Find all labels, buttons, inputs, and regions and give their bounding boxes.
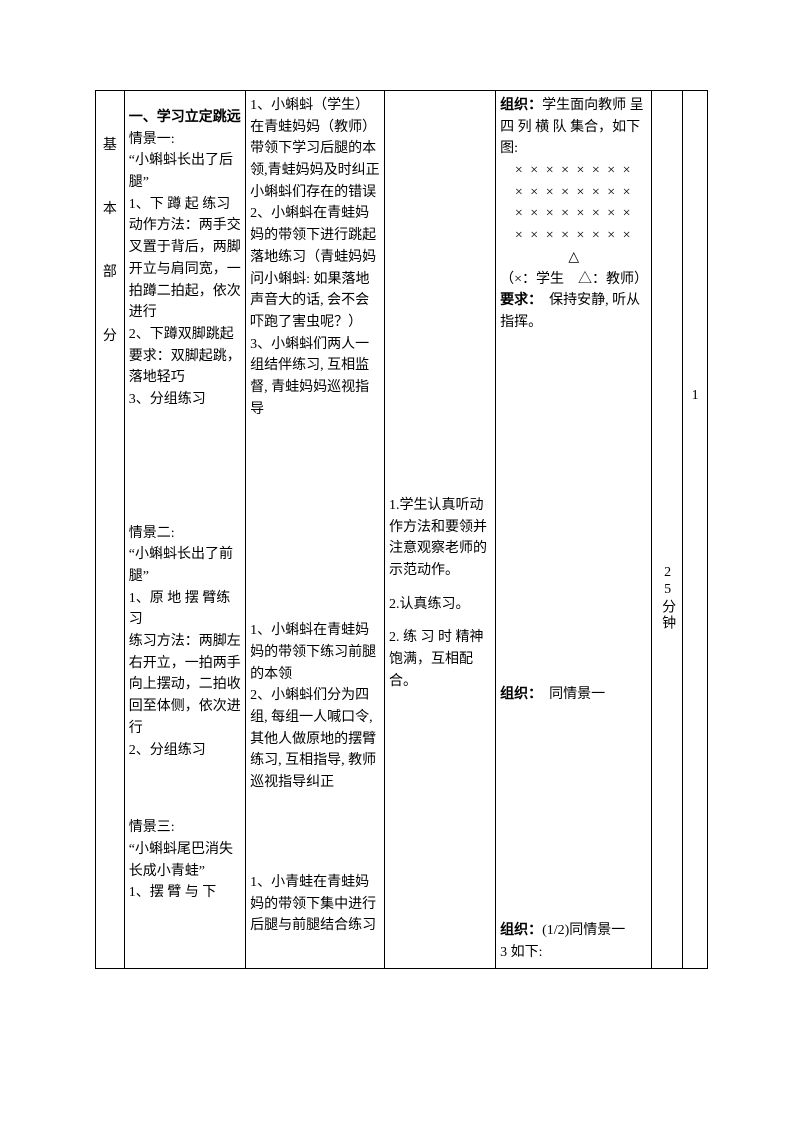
scene3-quote: “小蝌蚪尾巴消失长成小青蛙”	[129, 839, 241, 882]
req-label: 要求：	[129, 349, 171, 364]
org3-label: 组织：	[500, 923, 542, 938]
org1-label: 组织：	[500, 98, 542, 113]
t-s1-p2: 2、小蝌蚪在青蛙妈妈的带领下进行跳起落地练习（青蛙妈妈问小蝌蚪: 如果落地声音大…	[250, 203, 380, 333]
lesson-plan-table: 基 本 部 分 一、学习立定跳远 情景一: “小蝌蚪长出了后腿” 1、下 蹲 起…	[95, 90, 708, 969]
formation-legend: （×：学生 △：教师）	[500, 269, 647, 291]
stu-p2: 2.认真练习。	[389, 594, 491, 616]
formation-row: × × × × × × × ×	[500, 225, 647, 247]
stu-p3: 2. 练 习 时 精神饱满，互相配合。	[389, 627, 491, 692]
method-label: 动作方法：	[129, 218, 199, 233]
t-s2-p2: 2、小蝌蚪们分为四组, 每组一人喊口令, 其他人做原地的摆臂练习, 互相指导, …	[250, 685, 380, 793]
scene1-item3: 3、分组练习	[129, 389, 241, 411]
section-label: 基 本 部 分	[100, 95, 120, 390]
org3-line2: 3 如下:	[500, 942, 647, 964]
time-cell: 25分钟	[652, 91, 683, 969]
section-char: 分	[103, 326, 117, 348]
scene1-prefix: 情景一:	[129, 129, 241, 151]
method-text: 两手交叉置于背后，两脚开立与肩同宽，一拍蹲二拍起，依次进行	[129, 218, 241, 320]
org2-label: 组织：	[500, 687, 535, 702]
scene3-prefix: 情景三:	[129, 817, 241, 839]
content-cell: 一、学习立定跳远 情景一: “小蝌蚪长出了后腿” 1、下 蹲 起 练习 动作方法…	[124, 91, 245, 969]
scene2-item1: 1、原 地 摆 臂练习	[129, 588, 241, 631]
req1-label: 要求：	[500, 293, 535, 308]
org3-text: (1/2)同情景一	[542, 923, 625, 938]
main-heading: 一、学习立定跳远	[129, 107, 241, 129]
scene1-item2: 2、下蹲双脚跳起	[129, 324, 241, 346]
t-s3-p1: 1、小青蛙在青蛙妈妈的带领下集中进行后腿与前腿结合练习	[250, 872, 380, 937]
scene1-item1: 1、下 蹲 起 练习	[129, 194, 241, 216]
section-char: 本	[103, 199, 117, 221]
organization-cell: 组织：学生面向教师 呈 四 列 横 队 集合，如下图: × × × × × × …	[496, 91, 652, 969]
stu-p1: 1.学生认真听动作方法和要领并注意观察老师的示范动作。	[389, 495, 491, 582]
section-label-cell: 基 本 部 分	[96, 91, 125, 969]
time-value: 25分钟	[656, 565, 678, 631]
formation-row: × × × × × × × ×	[500, 182, 647, 204]
formation-triangle: △	[500, 247, 647, 269]
formation-row: × × × × × × × ×	[500, 203, 647, 225]
method2-label: 练习方法：	[129, 634, 199, 649]
formation-row: × × × × × × × ×	[500, 160, 647, 182]
count-value: 1	[692, 388, 699, 403]
scene1-quote: “小蝌蚪长出了后腿”	[129, 150, 241, 193]
scene2-item2: 2、分组练习	[129, 740, 241, 762]
t-s2-p1: 1、小蝌蚪在青蛙妈妈的带领下练习前腿的本领	[250, 620, 380, 685]
count-cell: 1	[683, 91, 708, 969]
student-activity-cell: 1.学生认真听动作方法和要领并注意观察老师的示范动作。 2.认真练习。 2. 练…	[385, 91, 496, 969]
method2-text: 两脚左右开立，一拍两手向上摆动，二拍收回至体侧，依次进行	[129, 634, 241, 736]
scene3-item1: 1、摆 臂 与 下	[129, 882, 241, 904]
section-char: 基	[103, 135, 117, 157]
scene2-quote: “小蝌蚪长出了前腿”	[129, 544, 241, 587]
teacher-activity-cell: 1、小蝌蚪（学生）在青蛙妈妈（教师）带领下学习后腿的本领,青蛙妈妈及时纠正小蝌蚪…	[246, 91, 385, 969]
t-s1-p3: 3、小蝌蚪们两人一组结伴练习, 互相监督, 青蛙妈妈巡视指导	[250, 334, 380, 421]
section-char: 部	[103, 262, 117, 284]
org2-text: 同情景一	[535, 687, 605, 702]
scene2-prefix: 情景二:	[129, 523, 241, 545]
t-s1-p1: 1、小蝌蚪（学生）在青蛙妈妈（教师）带领下学习后腿的本领,青蛙妈妈及时纠正小蝌蚪…	[250, 95, 380, 203]
